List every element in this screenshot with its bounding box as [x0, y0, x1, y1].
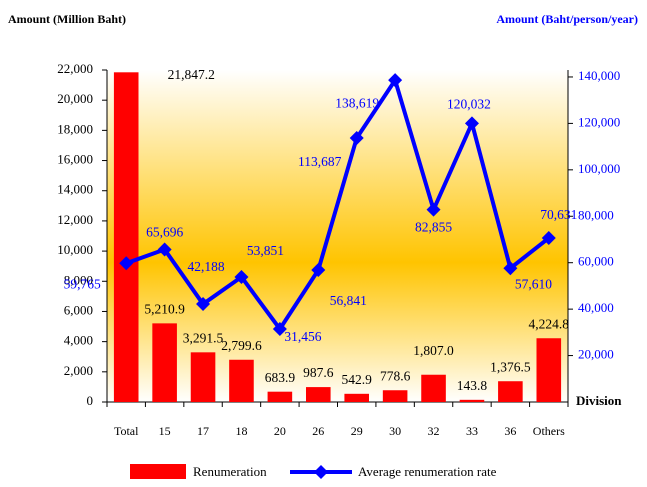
y-tick-label: 22,000 — [57, 61, 93, 76]
bar-value-label: 143.8 — [457, 378, 488, 393]
line-marker — [311, 263, 326, 278]
y2-tick-label: 20,000 — [578, 347, 614, 362]
bar-value-label: 5,210.9 — [144, 301, 185, 316]
bar — [344, 393, 370, 402]
x-tick-label: 36 — [504, 424, 516, 438]
bar-value-label: 683.9 — [265, 370, 296, 385]
y-tick-label: 8,000 — [64, 272, 93, 287]
bar — [113, 72, 139, 402]
line-value-label: 65,696 — [146, 225, 183, 240]
bar-value-label: 987.6 — [303, 365, 334, 380]
line-marker — [426, 202, 441, 217]
y-tick-label: 10,000 — [57, 242, 93, 257]
x-tick-label: 30 — [389, 424, 401, 438]
line-value-label: 82,855 — [415, 220, 452, 235]
x-tick-label: 32 — [428, 424, 440, 438]
y2-axis-title: Amount (Baht/person/year) — [496, 12, 638, 26]
line-value-label: 70,631 — [540, 207, 577, 222]
bar — [229, 359, 254, 402]
bar-value-label: 778.6 — [380, 368, 411, 383]
x-tick-label: 29 — [351, 424, 363, 438]
x-tick-label: 33 — [466, 424, 478, 438]
line-marker — [464, 116, 479, 131]
line — [125, 75, 551, 333]
plot-background — [107, 70, 568, 402]
x-tick-label: 18 — [235, 424, 247, 438]
y-tick-label: 0 — [87, 393, 94, 408]
y-tick-label: 6,000 — [64, 302, 93, 317]
bar — [267, 391, 293, 402]
x-tick-label: Others — [533, 424, 565, 438]
y2-tick-label: 100,000 — [578, 161, 620, 176]
y-tick-label: 16,000 — [57, 152, 93, 167]
line-marker — [503, 261, 518, 276]
x-axis-title: Division — [576, 393, 622, 408]
line-marker — [272, 321, 287, 336]
legend-marker — [314, 465, 328, 479]
y-tick-label: 2,000 — [64, 363, 93, 378]
bar — [421, 374, 446, 402]
bar — [382, 390, 408, 402]
bar-value-label: 4,224.8 — [529, 316, 570, 331]
line-marker — [119, 256, 134, 271]
y-tick-label: 14,000 — [57, 182, 93, 197]
line-marker — [388, 73, 403, 88]
line-value-label: 31,456 — [284, 329, 321, 344]
x-tick-label: Total — [114, 424, 139, 438]
x-tick-label: 26 — [312, 424, 324, 438]
line-marker — [234, 269, 249, 284]
x-tick-label: 17 — [197, 424, 209, 438]
bar-value-label: 1,807.0 — [413, 343, 454, 358]
line-value-label: 53,851 — [247, 243, 284, 258]
line-value-label: 59,765 — [64, 276, 101, 291]
bar-value-label: 2,799.6 — [221, 338, 262, 353]
line-marker — [541, 231, 556, 246]
bar — [459, 399, 485, 402]
line-value-label: 138,619 — [335, 95, 379, 110]
bar — [190, 352, 216, 402]
bar — [498, 381, 523, 402]
y-tick-label: 12,000 — [57, 212, 93, 227]
legend-label: Renumeration — [193, 464, 267, 479]
bar — [152, 323, 177, 402]
line-value-label: 57,610 — [515, 276, 552, 291]
legend-label: Average renumeration rate — [358, 464, 497, 479]
y-axis-title: Amount (Million Baht) — [8, 12, 126, 26]
y-tick-label: 4,000 — [64, 333, 93, 348]
y2-tick-label: 80,000 — [578, 207, 614, 222]
bar — [536, 338, 562, 402]
y2-tick-label: 140,000 — [578, 68, 620, 83]
bar-value-label: 1,376.5 — [490, 359, 531, 374]
y-tick-label: 18,000 — [57, 121, 93, 136]
line-value-label: 120,032 — [447, 96, 491, 111]
bar-value-label: 21,847.2 — [168, 67, 215, 82]
line-marker — [196, 297, 211, 312]
bar-value-label: 542.9 — [342, 372, 373, 387]
bar — [305, 387, 331, 402]
line-value-label: 42,188 — [187, 259, 224, 274]
x-tick-label: 20 — [274, 424, 286, 438]
y2-tick-label: 40,000 — [578, 300, 614, 315]
y2-tick-label: 120,000 — [578, 114, 620, 129]
x-tick-label: 15 — [159, 424, 171, 438]
y2-tick-label: 60,000 — [578, 254, 614, 269]
line-value-label: 113,687 — [298, 154, 342, 169]
line-marker — [157, 242, 172, 257]
legend-swatch — [130, 464, 186, 479]
bar-value-label: 3,291.5 — [183, 330, 224, 345]
line-value-label: 56,841 — [330, 293, 367, 308]
y-tick-label: 20,000 — [57, 91, 93, 106]
line-marker — [349, 131, 364, 146]
